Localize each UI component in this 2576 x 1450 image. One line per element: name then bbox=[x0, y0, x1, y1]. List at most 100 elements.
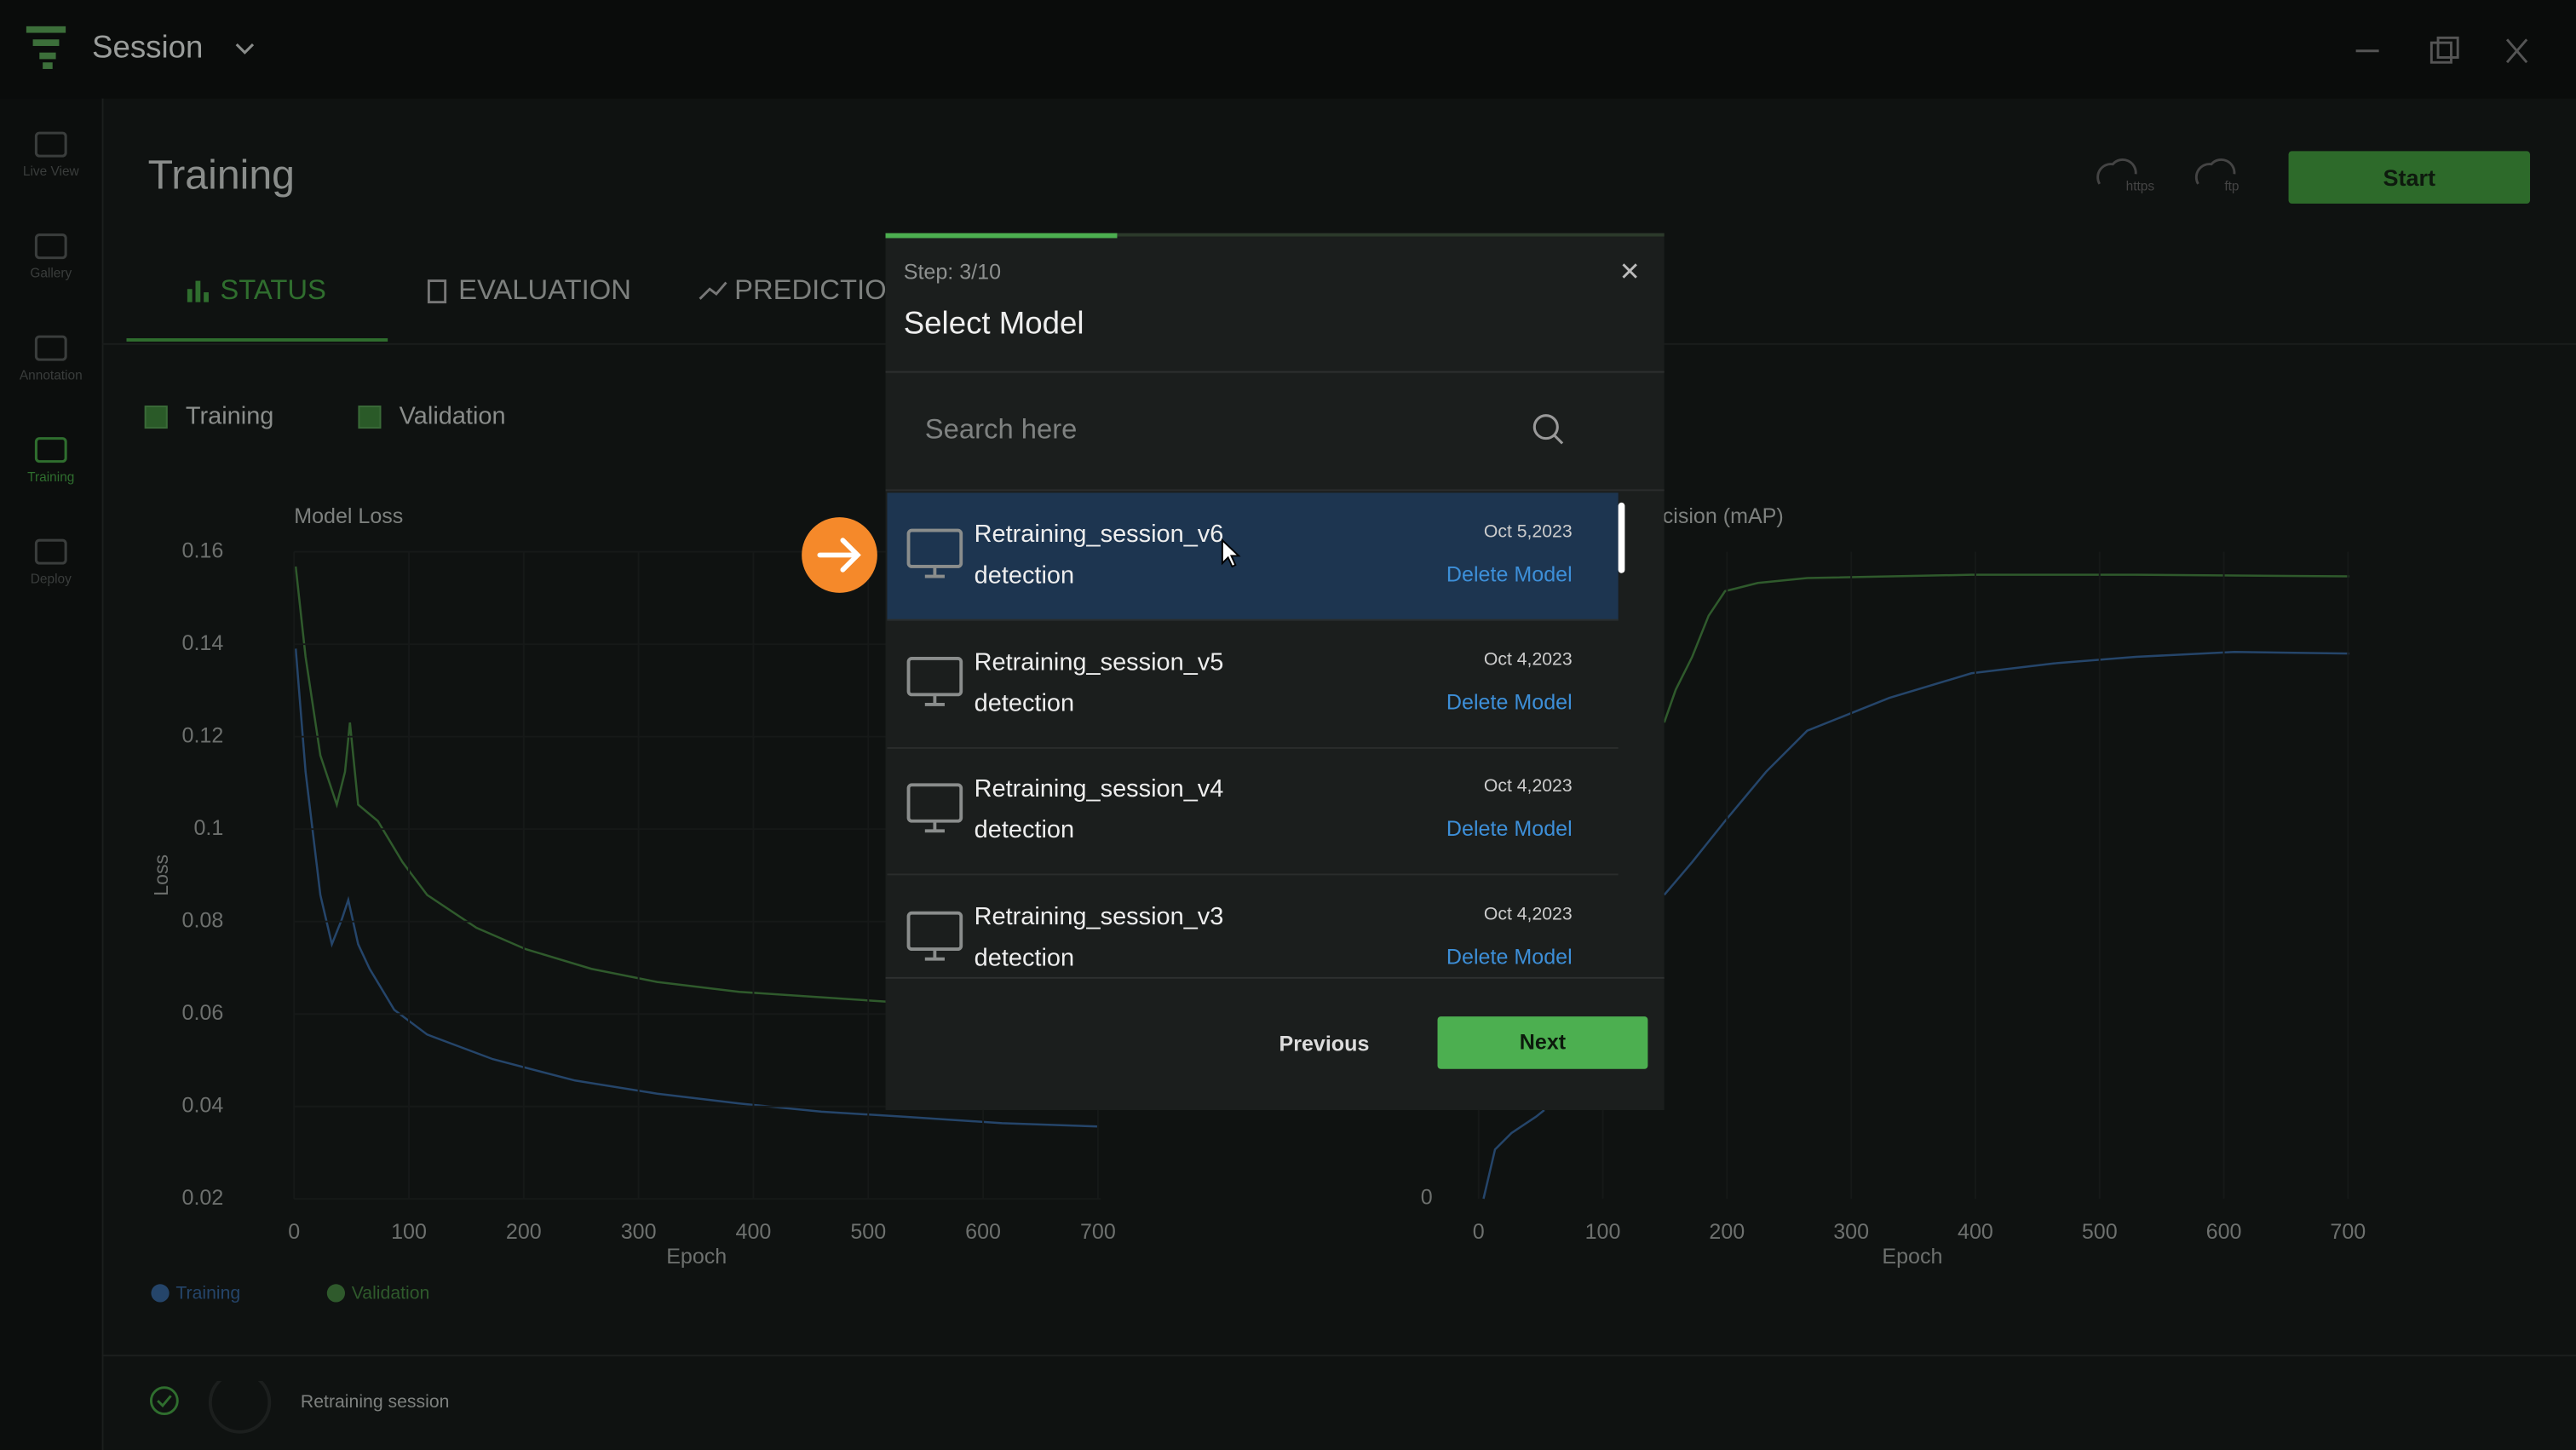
sidebar-icon bbox=[34, 233, 67, 260]
legend-dot bbox=[326, 1284, 346, 1303]
step-label: Step: 3/10 bbox=[903, 259, 1002, 285]
sidebar-label[interactable]: Gallery bbox=[30, 266, 72, 281]
x-tick-label: 600 bbox=[965, 1220, 1001, 1244]
window-controls[interactable] bbox=[2346, 30, 2543, 72]
tab[interactable]: EVALUATION bbox=[458, 273, 631, 306]
monitor-screen bbox=[906, 528, 963, 568]
x-tick-label: 400 bbox=[1958, 1220, 1993, 1244]
x-tick-label: 300 bbox=[1833, 1220, 1869, 1244]
y-tick-label: 0.08 bbox=[182, 908, 224, 932]
icon-shape bbox=[34, 437, 67, 463]
monitor-icon bbox=[906, 528, 963, 578]
model-date: Oct 4,2023 bbox=[1483, 777, 1573, 797]
chart-title: Model Loss bbox=[294, 504, 403, 528]
progress-bar bbox=[885, 233, 1118, 239]
search-input[interactable]: Search here bbox=[924, 413, 1078, 446]
https-label[interactable]: https bbox=[2125, 179, 2155, 194]
session-title[interactable]: Session bbox=[92, 31, 204, 66]
x-tick-label: 500 bbox=[850, 1220, 886, 1244]
modal-footer-divider bbox=[885, 976, 1665, 979]
next-button[interactable]: Next bbox=[1437, 1016, 1648, 1069]
x-tick-label: 700 bbox=[2330, 1220, 2366, 1244]
monitor-icon bbox=[906, 656, 963, 706]
cloud-icons[interactable] bbox=[2090, 154, 2254, 197]
legend-label[interactable]: Training bbox=[175, 1284, 241, 1304]
sidebar-label[interactable]: Deploy bbox=[30, 571, 72, 587]
search-divider bbox=[885, 489, 1665, 492]
checkbox[interactable] bbox=[144, 406, 168, 429]
monitor-screen bbox=[906, 783, 963, 824]
footer-status: Retraining session bbox=[300, 1392, 450, 1413]
model-date: Oct 5,2023 bbox=[1483, 521, 1573, 543]
model-type: detection bbox=[974, 816, 1075, 845]
sidebar-label[interactable]: Annotation bbox=[19, 367, 83, 383]
x-axis-label: Epoch bbox=[1882, 1245, 1942, 1269]
validation-loss-line bbox=[294, 566, 888, 1004]
modal bbox=[885, 233, 1665, 1110]
model-item[interactable] bbox=[887, 620, 1619, 749]
title-bar bbox=[0, 0, 2576, 99]
model-list: Retraining_session_v6 detection Oct 5,2023… bbox=[0, 492, 2576, 975]
ftp-label[interactable]: ftp bbox=[2224, 179, 2240, 194]
x-tick-label: 400 bbox=[736, 1220, 772, 1244]
y-tick-label: 0 bbox=[1421, 1186, 1433, 1210]
previous-button[interactable]: Previous bbox=[1279, 1031, 1370, 1056]
training-loss-line bbox=[294, 648, 1098, 1128]
sidebar-icon bbox=[34, 437, 67, 463]
footer-divider bbox=[101, 1355, 2576, 1357]
tab[interactable]: STATUS bbox=[220, 273, 326, 306]
x-tick-label: 500 bbox=[2082, 1220, 2118, 1244]
checkbox[interactable] bbox=[358, 406, 382, 429]
training-map-line bbox=[1482, 1109, 1545, 1200]
model-name: Retraining_session_v4 bbox=[974, 775, 1224, 803]
legend-label[interactable]: Validation bbox=[351, 1284, 430, 1304]
model-name: Retraining_session_v5 bbox=[974, 647, 1224, 676]
icon-shape bbox=[34, 538, 67, 565]
monitor-stand bbox=[924, 566, 945, 578]
y-tick-label: 0.14 bbox=[182, 631, 224, 655]
monitor-icon bbox=[906, 911, 963, 961]
x-tick-label: 200 bbox=[506, 1220, 542, 1244]
delete-model[interactable]: Delete Model bbox=[1446, 561, 1573, 587]
start-button[interactable]: Start bbox=[2288, 151, 2531, 204]
filter-label[interactable]: Training bbox=[185, 402, 274, 431]
chevron[interactable] bbox=[233, 39, 256, 59]
sidebar-label[interactable]: Training bbox=[27, 469, 75, 485]
progress-track bbox=[885, 233, 1665, 237]
filter-label[interactable]: Validation bbox=[399, 402, 506, 431]
x-tick-label: 200 bbox=[1709, 1220, 1745, 1244]
validation-map-line bbox=[1663, 573, 2349, 723]
sidebar-icon bbox=[34, 335, 67, 361]
tab[interactable]: PREDICTION bbox=[734, 273, 907, 306]
sidebar-icon bbox=[34, 538, 67, 565]
page-title: Training bbox=[147, 152, 296, 199]
footer-icons bbox=[149, 1381, 272, 1434]
x-tick-label: 0 bbox=[1473, 1220, 1485, 1244]
logo bbox=[26, 26, 66, 69]
monitor-stand bbox=[924, 948, 945, 961]
x-tick-label: 100 bbox=[391, 1220, 427, 1244]
model-type: detection bbox=[974, 688, 1075, 717]
sidebar-label[interactable]: Live View bbox=[22, 164, 79, 180]
y-tick-label: 0.04 bbox=[182, 1093, 224, 1117]
search-icon[interactable] bbox=[1531, 412, 1567, 448]
model-name: Retraining_session_v6 bbox=[974, 521, 1224, 549]
modal-divider bbox=[885, 371, 1665, 373]
model-item[interactable] bbox=[887, 492, 1619, 621]
delete-model[interactable]: Delete Model bbox=[1446, 816, 1573, 842]
sidebar-icon bbox=[34, 131, 67, 158]
close-button[interactable] bbox=[1619, 260, 1642, 283]
x-tick-label: 0 bbox=[288, 1220, 300, 1244]
scrollbar[interactable] bbox=[1618, 502, 1625, 573]
model-item[interactable] bbox=[887, 747, 1619, 876]
x-tick-label: 700 bbox=[1080, 1220, 1116, 1244]
y-axis-label: Loss bbox=[150, 854, 172, 896]
x-axis-label: Epoch bbox=[666, 1245, 727, 1269]
monitor-screen bbox=[906, 911, 963, 951]
delete-model[interactable]: Delete Model bbox=[1446, 688, 1573, 714]
delete-model[interactable]: Delete Model bbox=[1446, 943, 1573, 969]
y-tick-label: 0.06 bbox=[182, 1001, 224, 1025]
model-type: detection bbox=[974, 561, 1075, 590]
chart-title: cision (mAP) bbox=[1663, 504, 1784, 528]
